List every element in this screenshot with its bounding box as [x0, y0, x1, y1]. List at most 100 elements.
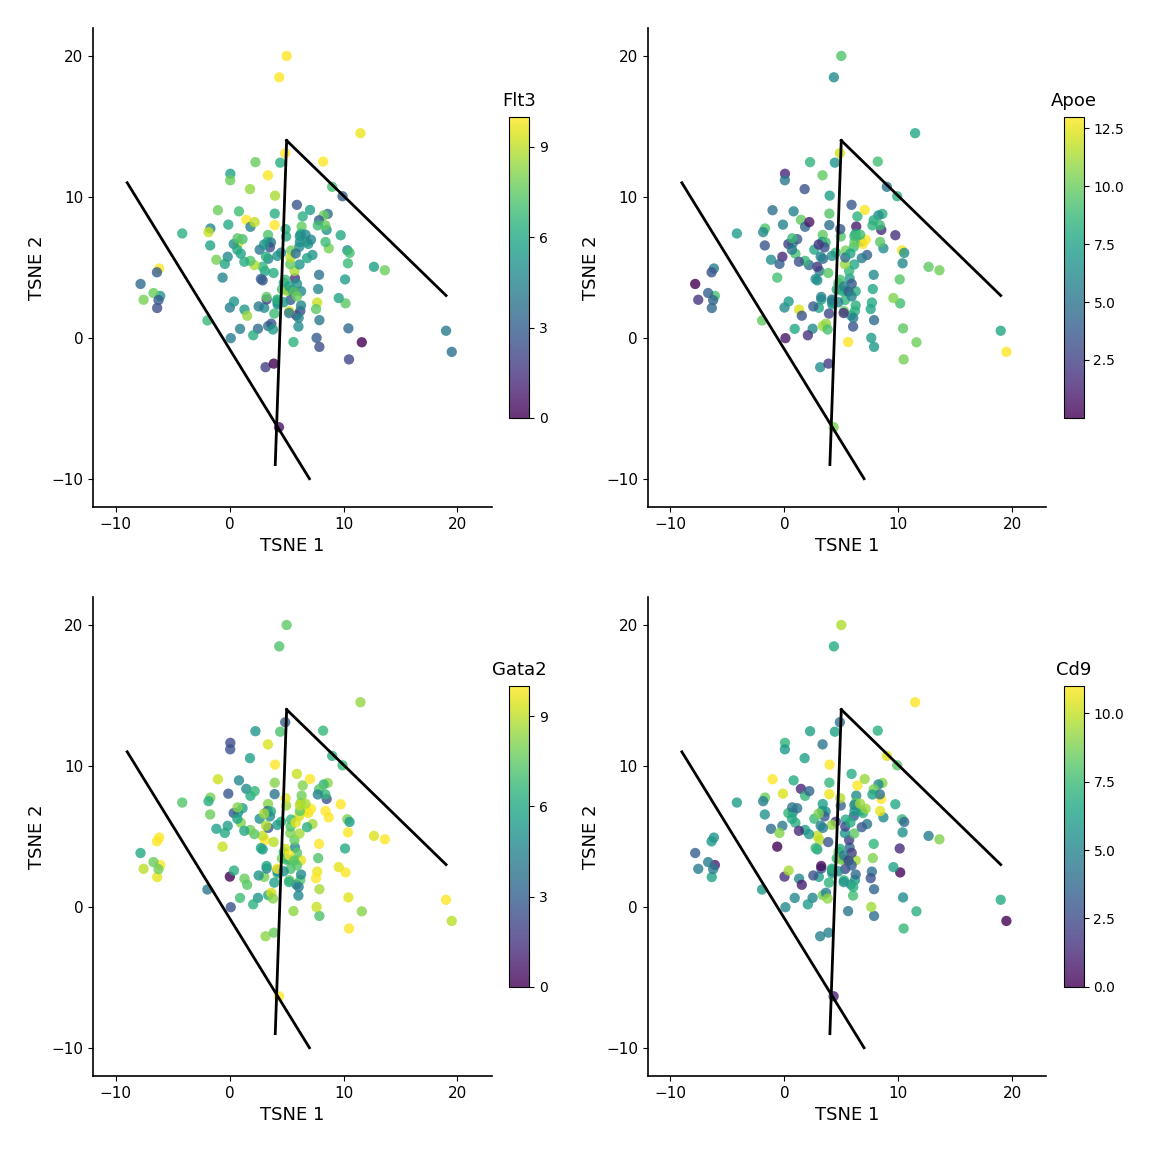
Point: [823, 859, 841, 878]
Point: [811, 927, 829, 946]
Point: [232, 813, 250, 832]
Point: [835, 255, 854, 273]
Point: [376, 262, 394, 280]
Point: [221, 740, 240, 758]
Point: [775, 298, 794, 317]
Point: [793, 306, 811, 325]
Title: Flt3: Flt3: [502, 92, 536, 109]
Point: [820, 204, 839, 222]
Point: [842, 287, 861, 305]
Point: [756, 788, 774, 806]
Point: [213, 268, 232, 287]
Point: [839, 282, 857, 301]
Point: [296, 795, 314, 813]
Point: [219, 215, 237, 234]
Point: [234, 230, 252, 249]
Point: [150, 259, 168, 278]
Point: [266, 756, 285, 774]
Point: [805, 810, 824, 828]
Point: [238, 876, 257, 894]
Point: [270, 987, 288, 1006]
Point: [756, 236, 774, 255]
Point: [826, 722, 844, 741]
Point: [259, 250, 278, 268]
Point: [290, 802, 309, 820]
Point: [241, 749, 259, 767]
Point: [310, 311, 328, 329]
Point: [847, 282, 865, 301]
Point: [705, 828, 723, 847]
Point: [703, 263, 721, 281]
Point: [895, 244, 914, 263]
Point: [823, 861, 841, 879]
Point: [798, 895, 817, 914]
Point: [271, 722, 289, 741]
Point: [862, 869, 880, 887]
Point: [841, 244, 859, 263]
Point: [836, 818, 855, 836]
Point: [865, 880, 884, 899]
Point: [200, 805, 219, 824]
Point: [878, 177, 896, 196]
Point: [817, 233, 835, 251]
Point: [274, 293, 293, 311]
Point: [835, 281, 854, 300]
Point: [268, 863, 287, 881]
Point: [847, 865, 865, 884]
Point: [842, 856, 861, 874]
Point: [302, 799, 320, 818]
Point: [289, 878, 308, 896]
Point: [775, 170, 794, 189]
Point: [225, 293, 243, 311]
Point: [260, 808, 279, 826]
Point: [256, 358, 274, 377]
Point: [365, 258, 384, 276]
Point: [890, 840, 909, 858]
Point: [846, 871, 864, 889]
Point: [785, 771, 803, 789]
Point: [221, 329, 240, 348]
Point: [856, 230, 874, 249]
Point: [297, 233, 316, 251]
Point: [704, 859, 722, 878]
Point: [888, 187, 907, 205]
Point: [841, 839, 859, 857]
Point: [288, 287, 306, 305]
Point: [257, 288, 275, 306]
Point: [825, 418, 843, 437]
Point: [135, 290, 153, 309]
Point: [319, 240, 338, 258]
Point: [836, 810, 855, 828]
Point: [336, 271, 355, 289]
Point: [221, 165, 240, 183]
Point: [276, 840, 295, 858]
Point: [280, 304, 298, 323]
Point: [308, 863, 326, 881]
Point: [842, 843, 861, 862]
Point: [251, 839, 270, 857]
Point: [260, 238, 279, 257]
Point: [813, 886, 832, 904]
Point: [257, 857, 275, 876]
Point: [317, 802, 335, 820]
Point: [265, 785, 283, 803]
Point: [930, 262, 948, 280]
Point: [290, 256, 309, 274]
Point: [791, 211, 810, 229]
Point: [774, 785, 793, 803]
Point: [249, 319, 267, 338]
Point: [332, 226, 350, 244]
Point: [835, 847, 854, 865]
Point: [285, 902, 303, 920]
Point: [221, 298, 240, 317]
Point: [856, 770, 874, 788]
Point: [893, 810, 911, 828]
Point: [689, 859, 707, 878]
Point: [308, 897, 326, 916]
Point: [863, 294, 881, 312]
Point: [276, 713, 295, 732]
Point: [262, 802, 280, 820]
Point: [783, 803, 802, 821]
Point: [245, 825, 264, 843]
Point: [803, 888, 821, 907]
